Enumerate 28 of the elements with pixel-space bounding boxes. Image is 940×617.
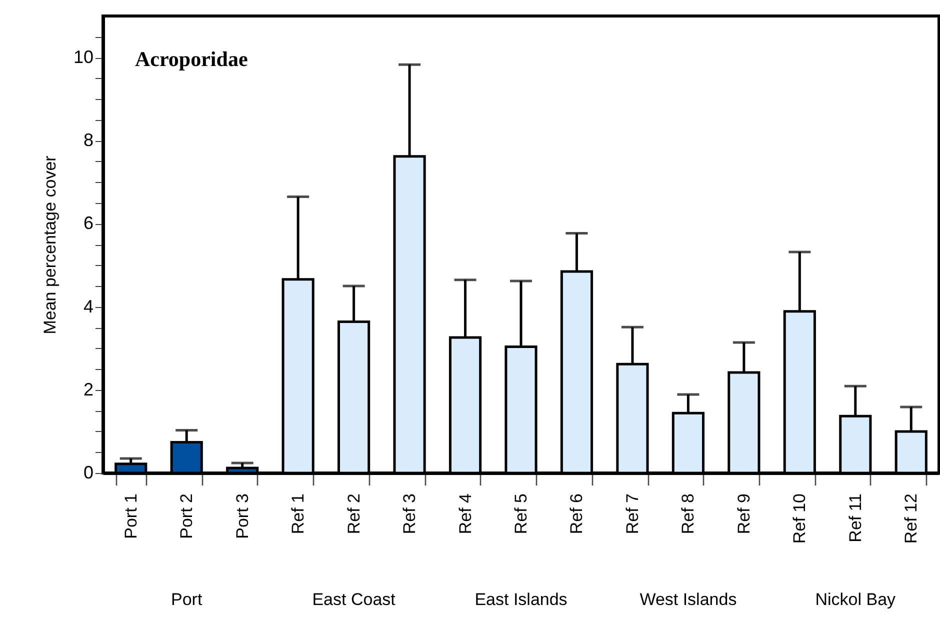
y-tick-label: 8: [83, 130, 94, 150]
x-tick-label: Ref 11: [846, 494, 865, 542]
text: East Coast: [312, 590, 396, 609]
text: Nickol Bay: [815, 590, 896, 609]
y-tick-label: 10: [73, 47, 94, 68]
y-tick-label: 0: [83, 462, 94, 482]
text: Acroporidae: [135, 47, 248, 71]
x-tick-label: Port 2: [177, 494, 196, 539]
text: Port: [171, 590, 202, 609]
x-tick-label: Ref 6: [567, 494, 586, 534]
x-tick-label: Ref 5: [512, 494, 530, 534]
x-tick-label: Port 3: [232, 494, 252, 539]
x-tick-label: Ref 9: [734, 494, 754, 534]
x-tick-label: Ref 4: [456, 494, 475, 534]
y-tick-label: 2: [83, 379, 94, 400]
x-tick-label: Ref 8: [678, 494, 698, 534]
x-tick-label: Ref 12: [902, 494, 921, 544]
y-axis-title: Mean percentage cover: [40, 155, 60, 334]
x-tick-label: Ref 2: [344, 494, 364, 534]
text: West Islands: [640, 590, 737, 609]
x-tick-label: Ref 10: [790, 494, 810, 544]
y-tick-label: 4: [83, 296, 94, 316]
y-tick-label: 6: [83, 213, 94, 234]
x-tick-label: Ref 7: [622, 494, 642, 534]
x-tick-label: Ref 1: [288, 494, 308, 534]
text: East Islands: [474, 590, 568, 609]
x-tick-label: Ref 3: [400, 494, 420, 534]
x-tick-label: Port 1: [121, 494, 140, 539]
